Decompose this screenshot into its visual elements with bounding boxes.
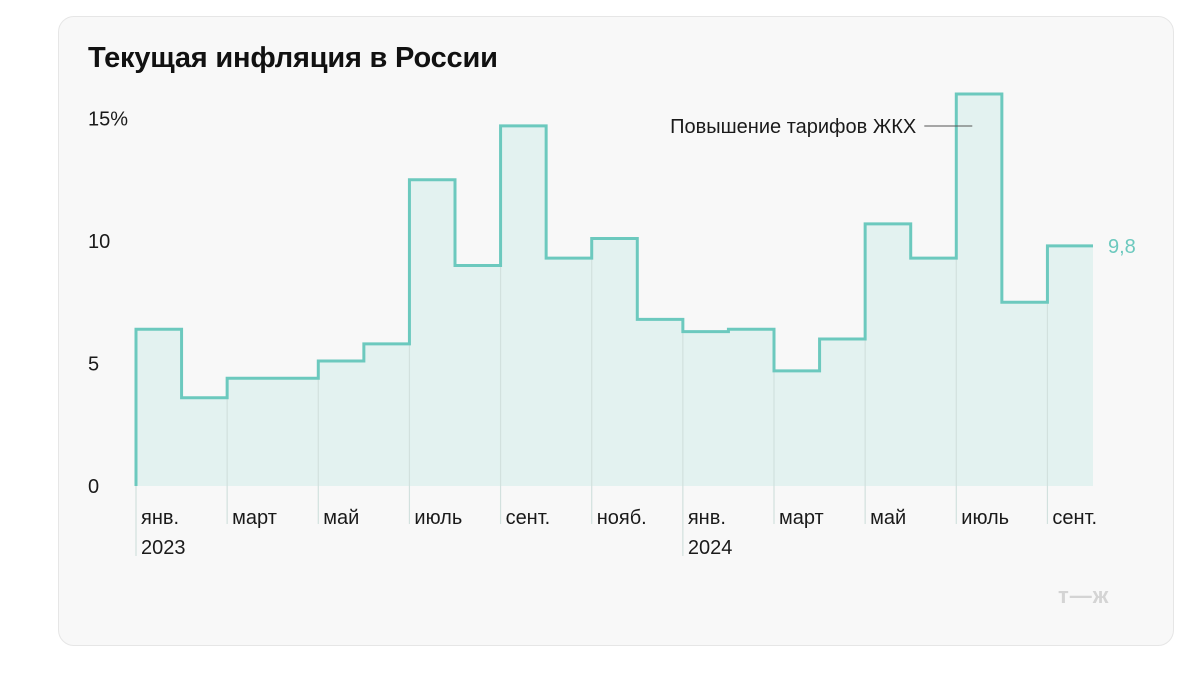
data-bar bbox=[546, 258, 592, 486]
y-tick-label: 10 bbox=[88, 231, 110, 253]
annotation-text: Повышение тарифов ЖКХ bbox=[670, 116, 916, 138]
x-tick-label: март bbox=[232, 507, 277, 529]
y-tick-label: 5 bbox=[88, 354, 99, 376]
data-bar bbox=[455, 266, 501, 487]
data-bar bbox=[956, 94, 1002, 486]
brand-logo: т—ж bbox=[1058, 583, 1110, 608]
data-bar bbox=[182, 398, 228, 486]
data-bar bbox=[364, 344, 410, 486]
data-bar bbox=[1002, 302, 1048, 486]
data-bar bbox=[1047, 246, 1093, 486]
x-tick-label: март bbox=[779, 507, 824, 529]
data-bar bbox=[501, 126, 547, 486]
x-tick-lines bbox=[135, 258, 1049, 556]
area-layer bbox=[136, 94, 1093, 486]
x-tick-label: янв. bbox=[688, 507, 726, 529]
x-tick-label: сент. bbox=[1052, 507, 1097, 529]
data-bar bbox=[273, 378, 319, 486]
data-bar bbox=[227, 378, 273, 486]
y-axis: 0 5 10 15% bbox=[88, 109, 128, 499]
x-tick-label: май bbox=[323, 507, 359, 529]
data-bar bbox=[820, 339, 866, 486]
data-bar bbox=[318, 361, 364, 486]
data-bar bbox=[865, 224, 911, 486]
data-bar bbox=[774, 371, 820, 486]
x-tick-label: сент. bbox=[506, 507, 551, 529]
y-tick-label: 0 bbox=[88, 476, 99, 498]
chart-title: Текущая инфляция в России bbox=[88, 42, 498, 74]
data-bar bbox=[728, 329, 774, 486]
series-line-layer bbox=[134, 92, 1093, 486]
data-bar bbox=[911, 258, 957, 486]
x-tick-label: янв. bbox=[141, 507, 179, 529]
data-bar bbox=[637, 319, 683, 486]
data-bar bbox=[683, 332, 729, 486]
x-tick-year-label: 2024 bbox=[688, 537, 733, 559]
series-line bbox=[134, 92, 1093, 486]
x-tick-year-label: 2023 bbox=[141, 537, 186, 559]
x-tick-label: июль bbox=[414, 507, 462, 529]
month-bars bbox=[136, 94, 1093, 486]
annotation-layer: Повышение тарифов ЖКХ 9,8 bbox=[670, 116, 1136, 258]
x-axis: янв. 2023 март май июль сент. нояб. янв. 2024 мар… bbox=[141, 507, 1097, 559]
x-tick-label: май bbox=[870, 507, 906, 529]
data-bar bbox=[136, 329, 182, 486]
y-tick-label: 15% bbox=[88, 109, 128, 131]
data-bar bbox=[409, 180, 455, 486]
x-tick-label: июль bbox=[961, 507, 1009, 529]
data-bar bbox=[592, 239, 638, 486]
series-area bbox=[136, 94, 1093, 486]
last-value-label: 9,8 bbox=[1108, 236, 1136, 258]
x-tick-label: нояб. bbox=[597, 507, 647, 529]
